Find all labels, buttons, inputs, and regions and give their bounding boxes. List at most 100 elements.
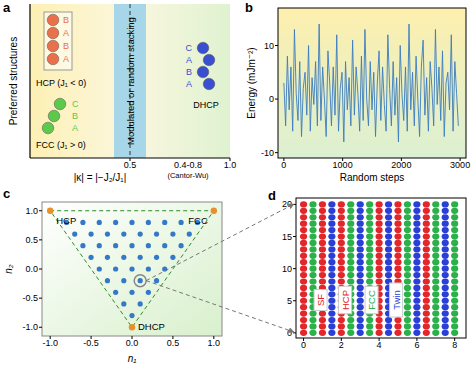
atom: [376, 272, 383, 278]
atom: [413, 291, 420, 297]
plot-area: [47, 208, 217, 331]
y-axis: [29, 4, 30, 158]
atom: [300, 266, 307, 272]
atom: [366, 253, 373, 259]
x-tick-label: 2000: [391, 160, 411, 170]
atom: [347, 278, 354, 284]
y-axis-label: Energy (mJm⁻²): [246, 47, 257, 118]
atom: [442, 298, 449, 304]
atom: [404, 227, 411, 233]
atom: [347, 317, 354, 323]
background: [42, 202, 222, 336]
atom: [413, 246, 420, 252]
point: [162, 243, 167, 248]
atom: [413, 272, 420, 278]
atom: [376, 233, 383, 239]
atom-ball: [47, 14, 59, 26]
x-tick-label: 6: [414, 340, 419, 350]
y-tick: [293, 236, 296, 237]
point: [97, 266, 102, 271]
atom: [394, 330, 401, 336]
structure-box: [44, 12, 72, 70]
atom: [413, 266, 420, 272]
atom: [423, 240, 430, 246]
point: [121, 255, 126, 260]
y-tick-label: 0: [269, 94, 274, 104]
atom: [413, 285, 420, 291]
y-tick: [275, 152, 278, 153]
y-tick-label: 10: [264, 41, 274, 51]
point: [121, 231, 126, 236]
panel-lattice: SFHCPFCCTwin0246805101520d: [268, 188, 466, 350]
atom: [300, 227, 307, 233]
atom: [385, 266, 392, 272]
atom: [413, 323, 420, 329]
atom: [394, 233, 401, 239]
atom: [432, 227, 439, 233]
atom: [309, 201, 316, 207]
atom: [451, 323, 458, 329]
atom: [404, 214, 411, 220]
atom: [432, 310, 439, 316]
atom: [319, 317, 326, 323]
atom: [385, 227, 392, 233]
atom: [319, 278, 326, 284]
atom: [451, 214, 458, 220]
atom: [328, 227, 335, 233]
atom: [432, 201, 439, 207]
atom: [347, 240, 354, 246]
y-tick-label: -0.5: [22, 293, 38, 303]
atom: [347, 253, 354, 259]
atom: [328, 208, 335, 214]
atom: [376, 221, 383, 227]
atom: [347, 214, 354, 220]
annotation-box: [314, 290, 327, 311]
atom: [451, 317, 458, 323]
atom: [309, 240, 316, 246]
atom: [442, 233, 449, 239]
atom: [319, 201, 326, 207]
atom: [423, 233, 430, 239]
atom: [366, 227, 373, 233]
y-tick: [293, 268, 296, 269]
atom: [432, 272, 439, 278]
stack-letter: B: [63, 15, 69, 25]
atom: [442, 323, 449, 329]
atom: [328, 266, 335, 272]
atom: [319, 310, 326, 316]
point: [138, 231, 143, 236]
atom: [394, 246, 401, 252]
atom: [432, 240, 439, 246]
atom: [347, 227, 354, 233]
point: [129, 220, 134, 225]
atom: [404, 233, 411, 239]
atom-ball: [197, 66, 209, 78]
y-tick: [275, 45, 278, 46]
atom: [338, 266, 345, 272]
atom: [385, 323, 392, 329]
background: [30, 4, 230, 158]
atom: [432, 221, 439, 227]
atom: [328, 317, 335, 323]
link-arrow: [146, 204, 294, 281]
x-tick-label: 2: [339, 340, 344, 350]
atom: [423, 285, 430, 291]
atom: [300, 208, 307, 214]
point: [154, 231, 159, 236]
atom: [385, 272, 392, 278]
plot-area: [284, 24, 458, 142]
frame: [296, 198, 466, 338]
vertex: [129, 324, 135, 330]
atom: [357, 330, 364, 336]
atom: [432, 285, 439, 291]
atom: [357, 246, 364, 252]
atom: [451, 291, 458, 297]
atom: [404, 278, 411, 284]
atom: [300, 201, 307, 207]
stack-letter: C: [72, 99, 79, 109]
atom: [413, 278, 420, 284]
stack-letter: A: [63, 54, 69, 64]
y-tick: [39, 269, 42, 270]
atom: [366, 246, 373, 252]
atom: [442, 317, 449, 323]
